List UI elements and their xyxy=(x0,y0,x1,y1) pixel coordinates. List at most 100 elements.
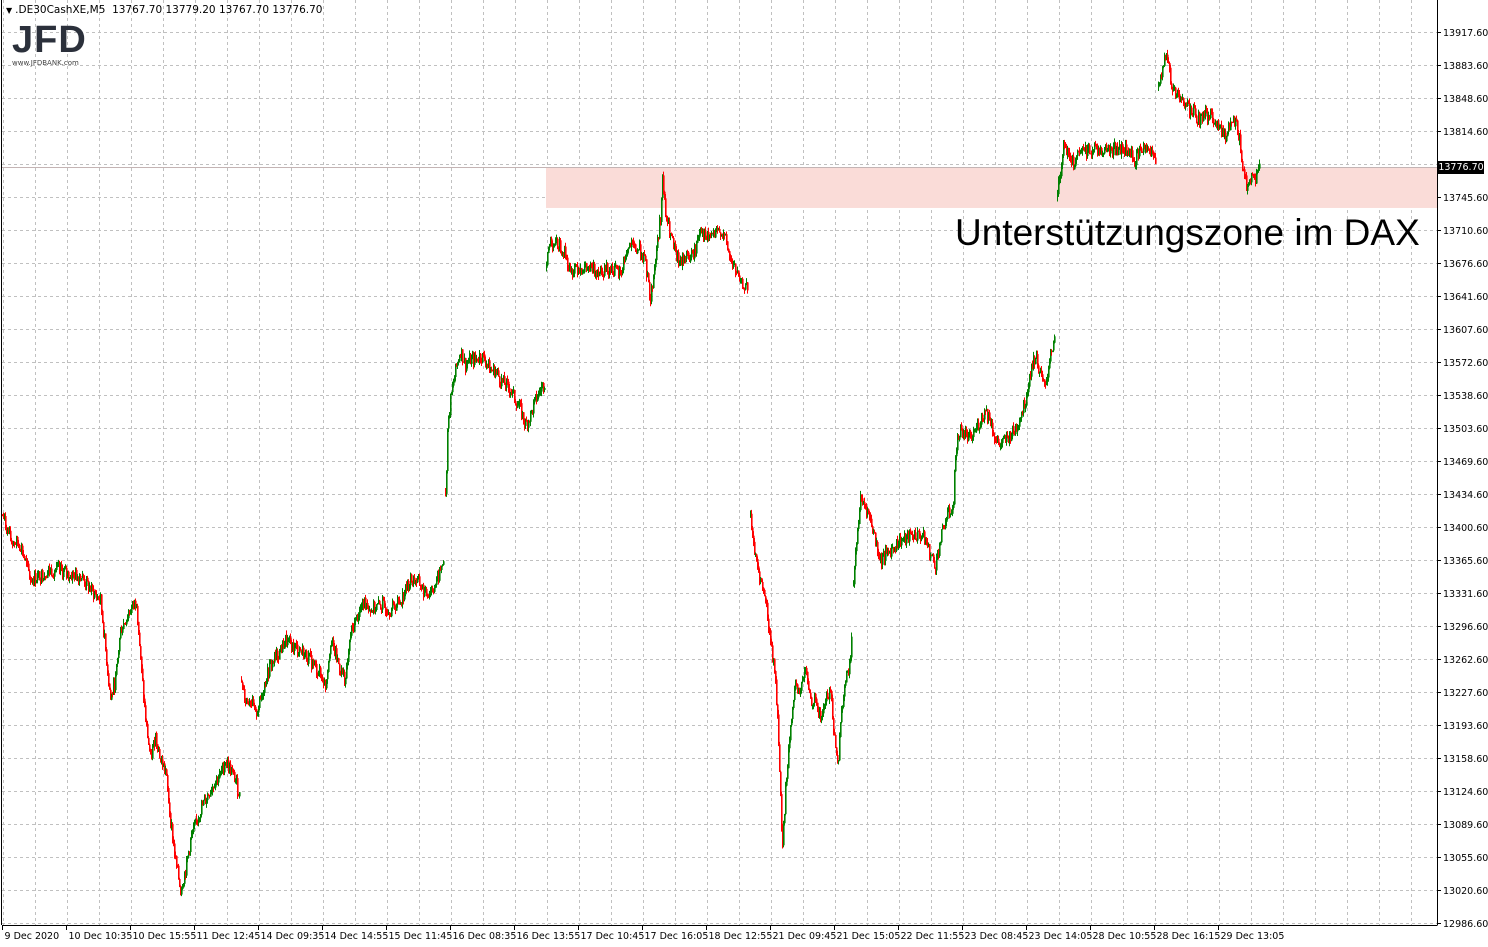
candle-body xyxy=(1124,150,1126,155)
candle-body xyxy=(481,359,483,363)
candle-body xyxy=(109,683,111,690)
candle-body xyxy=(1170,67,1172,84)
dropdown-triangle-icon[interactable]: ▼ xyxy=(6,6,13,15)
candle-body xyxy=(770,630,772,643)
candle-body xyxy=(233,770,235,772)
candle-body xyxy=(769,629,771,631)
candle-body xyxy=(908,532,910,542)
candle-body xyxy=(1232,122,1234,124)
candle-body xyxy=(254,705,256,707)
candle-body xyxy=(993,432,995,436)
candle-body xyxy=(1177,91,1179,95)
candle-body xyxy=(717,228,719,231)
candle-body xyxy=(38,571,40,574)
candle-body xyxy=(1100,148,1102,154)
candle-body xyxy=(1241,150,1243,162)
candle-body xyxy=(54,572,56,577)
candle-body xyxy=(1074,166,1076,170)
candle-body xyxy=(588,266,590,269)
candle-body xyxy=(484,354,486,361)
candle-body xyxy=(881,556,883,565)
candle-body xyxy=(278,658,280,660)
candle-body xyxy=(153,740,155,747)
candle-body xyxy=(712,232,714,234)
candle-body xyxy=(1149,150,1151,152)
candle-body xyxy=(1125,144,1127,155)
candle-body xyxy=(516,404,518,408)
candle-body xyxy=(728,248,730,252)
candle-body xyxy=(19,544,21,549)
candle-body xyxy=(1008,436,1010,443)
candle-body xyxy=(231,769,233,775)
candle-body xyxy=(11,540,13,542)
candle-body xyxy=(310,653,312,656)
candle-body xyxy=(940,542,942,546)
candle-body xyxy=(922,536,924,538)
candle-body xyxy=(986,408,988,412)
candle-body xyxy=(289,637,291,639)
x-tick-label: 10 Dec 15:55 xyxy=(133,931,197,942)
candle-body xyxy=(636,249,638,254)
candle-body xyxy=(1230,121,1232,131)
candle-body xyxy=(1179,94,1181,98)
candle-body xyxy=(951,513,953,515)
candle-body xyxy=(510,392,512,394)
candle-body xyxy=(439,568,441,581)
candle-body xyxy=(197,820,199,823)
candle-body xyxy=(907,532,909,536)
candle-body xyxy=(1223,129,1225,136)
candle-body xyxy=(969,433,971,435)
candle-body xyxy=(268,667,270,677)
candle-body xyxy=(689,257,691,262)
candle-body xyxy=(173,840,175,844)
candle-body xyxy=(1206,108,1208,112)
candle-body xyxy=(579,268,581,273)
candle-body xyxy=(298,652,300,654)
candle-body xyxy=(919,531,921,536)
candle-body xyxy=(1106,144,1108,153)
candle-body xyxy=(702,229,704,233)
candle-body xyxy=(1090,153,1092,155)
candle-body xyxy=(646,259,648,278)
candle-body xyxy=(402,592,404,605)
candle-body xyxy=(654,267,656,275)
chart-header: ▼ .DE30CashXE,M5 13767.70 13779.20 13767.… xyxy=(6,4,322,16)
candle-body xyxy=(418,576,420,578)
candle-body xyxy=(124,623,126,625)
candle-body xyxy=(83,575,85,580)
candle-body xyxy=(437,572,439,577)
candle-body xyxy=(50,568,52,574)
candle-body xyxy=(777,704,779,715)
candle-body xyxy=(508,381,510,389)
candle-body xyxy=(729,251,731,257)
candle-body xyxy=(1109,148,1111,154)
candle-body xyxy=(236,778,238,781)
candle-body xyxy=(839,737,841,761)
candle-body xyxy=(497,370,499,372)
candle-body xyxy=(158,749,160,752)
candle-body xyxy=(606,263,608,269)
candle-body xyxy=(1043,379,1045,381)
candle-body xyxy=(714,232,716,238)
candle-body xyxy=(941,529,943,543)
candle-body xyxy=(101,594,103,611)
candle-body xyxy=(1046,381,1048,385)
candle-body xyxy=(595,271,597,274)
candle-body xyxy=(766,600,768,603)
candle-body xyxy=(1000,444,1002,447)
candle-body xyxy=(529,420,531,422)
candle-body xyxy=(1237,120,1239,135)
candle-body xyxy=(727,241,729,249)
candle-body xyxy=(131,606,133,613)
candle-body xyxy=(1256,172,1258,184)
candle-body xyxy=(505,384,507,388)
candle-body xyxy=(1133,158,1135,162)
candle-body xyxy=(972,437,974,441)
candle-body xyxy=(959,437,961,440)
candle-body xyxy=(826,692,828,702)
candle-body xyxy=(140,646,142,657)
candle-body xyxy=(397,598,399,605)
candle-body xyxy=(686,251,688,259)
candle-body xyxy=(15,543,17,545)
candle-body xyxy=(558,248,560,251)
